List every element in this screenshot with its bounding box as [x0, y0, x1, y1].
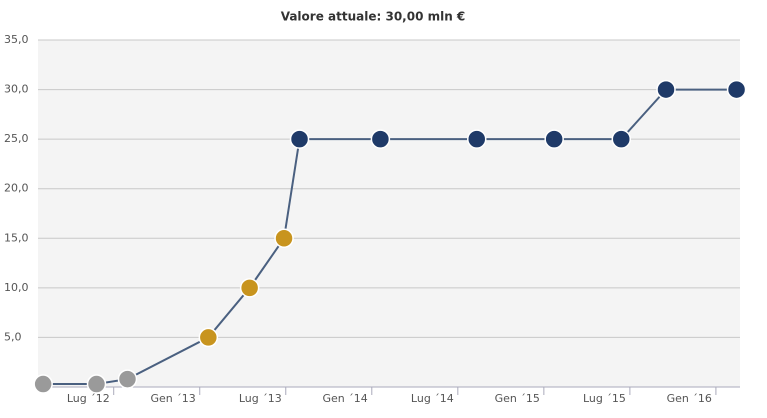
plot-area: [38, 40, 740, 387]
point: [726, 79, 747, 100]
x-tick-label: Gen ´16: [667, 392, 712, 405]
point: [467, 129, 487, 149]
point: [239, 278, 260, 298]
point: [656, 79, 676, 100]
x-tick-label: Lug ´12: [67, 392, 110, 405]
x-tick-label: Lug ´14: [411, 392, 454, 405]
x-tick-label: Lug ´13: [239, 392, 282, 405]
x-tick-label: Gen ´13: [150, 392, 195, 405]
y-tick-label: 20,0: [4, 182, 29, 195]
point: [117, 369, 138, 389]
point: [198, 327, 219, 348]
y-tick-label: 35,0: [4, 33, 29, 46]
y-tick-label: 10,0: [4, 281, 29, 294]
point: [289, 129, 310, 149]
y-tick-label: 25,0: [4, 132, 29, 145]
point: [611, 129, 632, 149]
y-tick-label: 15,0: [4, 231, 29, 244]
x-tick-label: Gen ´15: [495, 392, 540, 405]
point: [370, 129, 391, 149]
x-tick-label: Lug ´15: [583, 392, 626, 405]
point: [33, 374, 53, 394]
x-tick-label: Gen ´14: [323, 392, 368, 405]
point: [544, 129, 564, 149]
point: [86, 374, 107, 394]
y-tick-label: 5,0: [4, 330, 22, 343]
chart-title: Valore attuale: 30,00 mln €: [281, 10, 466, 24]
point: [274, 228, 294, 249]
y-tick-label: 30,0: [4, 83, 29, 96]
